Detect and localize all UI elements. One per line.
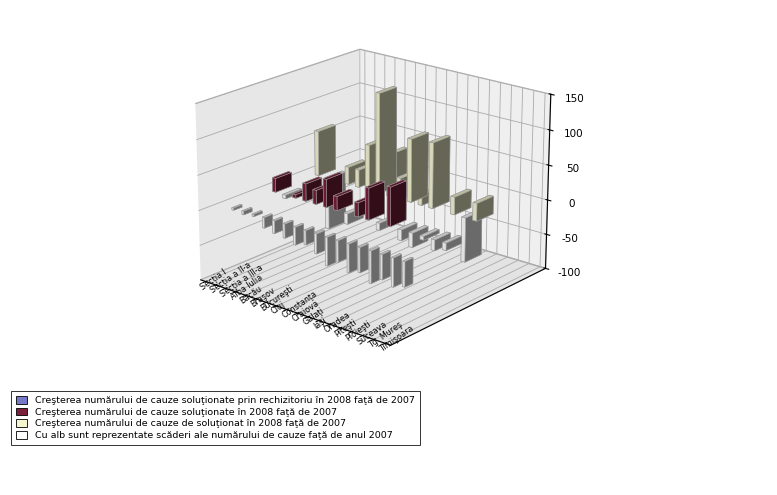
Legend: Creşterea numărului de cauze soluţionate prin rechizitoriu în 2008 faţă de 2007,: Creşterea numărului de cauze soluţionate… [11,391,420,446]
